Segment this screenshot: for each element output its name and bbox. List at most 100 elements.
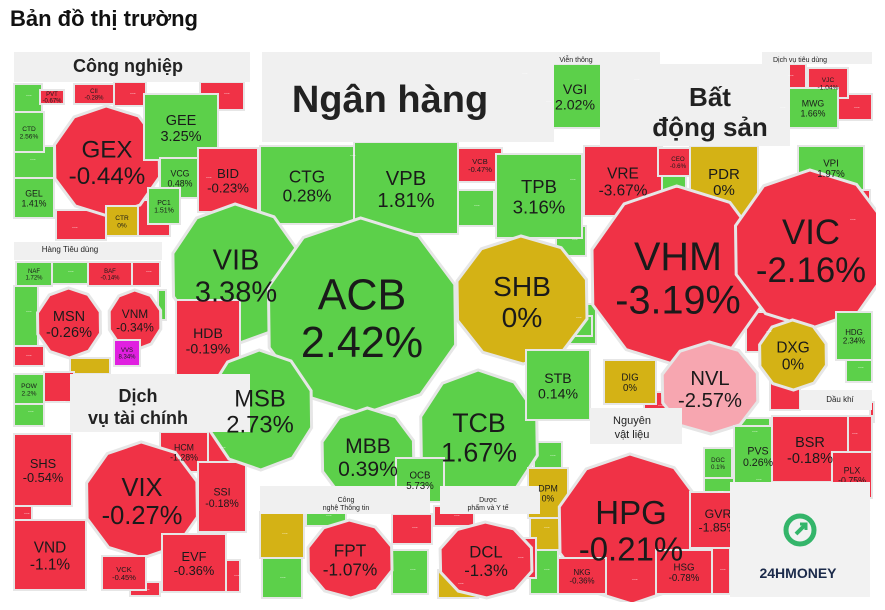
more-indicator[interactable]: ... bbox=[718, 487, 724, 494]
more-indicator[interactable]: ... bbox=[522, 69, 528, 76]
more-indicator[interactable]: ... bbox=[658, 401, 664, 408]
filler-cell[interactable] bbox=[55, 209, 107, 241]
filler-cell[interactable] bbox=[43, 371, 75, 403]
cell-ctd[interactable] bbox=[13, 111, 45, 153]
more-indicator[interactable]: ... bbox=[146, 267, 152, 274]
more-indicator[interactable]: ... bbox=[410, 565, 416, 572]
more-indicator[interactable]: ... bbox=[788, 71, 794, 78]
more-indicator[interactable]: ... bbox=[766, 327, 772, 334]
more-indicator[interactable]: ... bbox=[550, 451, 556, 458]
ticker-label: POW bbox=[21, 383, 38, 390]
more-indicator[interactable]: ... bbox=[28, 407, 34, 414]
cell-hsg[interactable] bbox=[655, 549, 713, 595]
cell-stb[interactable] bbox=[525, 349, 591, 421]
cell-nvl[interactable] bbox=[660, 340, 760, 436]
cell-vpb[interactable] bbox=[353, 141, 459, 235]
more-indicator[interactable]: ... bbox=[570, 175, 576, 182]
more-indicator[interactable]: ... bbox=[30, 155, 36, 162]
cell-bid[interactable] bbox=[197, 147, 259, 213]
more-indicator[interactable]: ... bbox=[576, 313, 582, 320]
cell-gel[interactable] bbox=[13, 177, 55, 219]
more-indicator[interactable]: ... bbox=[326, 511, 332, 518]
cell-ctg[interactable] bbox=[259, 145, 355, 225]
more-indicator[interactable]: ... bbox=[26, 307, 32, 314]
filler-cell[interactable] bbox=[261, 557, 303, 599]
more-indicator[interactable]: ... bbox=[26, 91, 32, 98]
cell-vvs[interactable] bbox=[113, 339, 141, 367]
more-indicator[interactable]: ... bbox=[720, 565, 726, 572]
more-indicator[interactable]: ... bbox=[544, 523, 550, 530]
cell-dgc[interactable] bbox=[703, 447, 733, 479]
more-indicator[interactable]: ... bbox=[224, 89, 230, 96]
more-indicator[interactable]: ... bbox=[544, 565, 550, 572]
cell-vix[interactable] bbox=[85, 440, 199, 560]
filler-cell[interactable] bbox=[457, 189, 495, 227]
more-indicator[interactable]: ... bbox=[282, 529, 288, 536]
more-indicator[interactable]: ... bbox=[854, 103, 860, 110]
cell-naf[interactable] bbox=[15, 261, 53, 287]
cell-tpb[interactable] bbox=[495, 153, 583, 239]
more-indicator[interactable]: ... bbox=[752, 427, 758, 434]
more-indicator[interactable]: ... bbox=[674, 183, 680, 190]
cell-ssi[interactable] bbox=[197, 461, 247, 533]
cell-vcb[interactable] bbox=[457, 147, 503, 183]
filler-cell[interactable] bbox=[129, 261, 161, 287]
more-indicator[interactable]: ... bbox=[458, 579, 464, 586]
change-label: 0.1% bbox=[711, 464, 726, 471]
cell-vnd[interactable] bbox=[13, 519, 87, 591]
filler-cell[interactable] bbox=[13, 285, 39, 347]
cell-dxg[interactable] bbox=[758, 318, 828, 392]
cell-pow[interactable] bbox=[13, 373, 45, 405]
more-indicator[interactable]: ... bbox=[756, 475, 762, 482]
more-indicator[interactable]: ... bbox=[280, 573, 286, 580]
more-indicator[interactable]: ... bbox=[26, 351, 32, 358]
more-indicator[interactable]: ... bbox=[72, 223, 78, 230]
cell-dig[interactable] bbox=[603, 359, 657, 405]
more-indicator[interactable]: ... bbox=[24, 509, 30, 516]
more-indicator[interactable]: ... bbox=[518, 553, 524, 560]
more-indicator[interactable]: ... bbox=[634, 75, 640, 82]
cell-pc1[interactable] bbox=[147, 187, 181, 225]
more-indicator[interactable]: ... bbox=[474, 201, 480, 208]
cell-hdg[interactable] bbox=[835, 311, 873, 361]
cell-nkg[interactable] bbox=[557, 557, 607, 595]
more-indicator[interactable]: ... bbox=[572, 235, 578, 242]
cell-msn[interactable] bbox=[35, 286, 103, 360]
cell-dcl[interactable] bbox=[438, 520, 534, 600]
more-indicator[interactable]: ... bbox=[546, 97, 552, 104]
filler-cell[interactable] bbox=[13, 345, 45, 367]
more-indicator[interactable]: ... bbox=[68, 267, 74, 274]
cell-fpt[interactable] bbox=[306, 518, 394, 600]
cell-acb[interactable] bbox=[266, 216, 458, 416]
more-indicator[interactable]: ... bbox=[412, 523, 418, 530]
cell-ctr[interactable] bbox=[105, 205, 139, 237]
more-indicator[interactable]: ... bbox=[130, 89, 136, 96]
more-indicator[interactable]: ... bbox=[858, 363, 864, 370]
ticker-label: VCK bbox=[116, 565, 131, 574]
cell-vic[interactable] bbox=[733, 168, 877, 330]
cell-vck[interactable] bbox=[101, 555, 147, 591]
more-indicator[interactable]: ... bbox=[36, 217, 42, 224]
filler-cell[interactable] bbox=[113, 81, 147, 107]
more-indicator[interactable]: ... bbox=[632, 575, 638, 582]
group-header-bg bbox=[762, 52, 872, 64]
cell-shs[interactable] bbox=[13, 433, 73, 507]
filler-cell[interactable] bbox=[13, 83, 43, 113]
more-indicator[interactable]: ... bbox=[144, 585, 150, 592]
more-indicator[interactable]: ... bbox=[350, 151, 356, 158]
more-indicator[interactable]: ... bbox=[60, 397, 66, 404]
more-indicator[interactable]: ... bbox=[234, 571, 240, 578]
filler-cell[interactable] bbox=[69, 357, 111, 375]
more-indicator[interactable]: ... bbox=[850, 215, 856, 222]
cell-cii[interactable] bbox=[73, 83, 115, 105]
filler-cell[interactable] bbox=[391, 549, 429, 595]
more-indicator[interactable]: ... bbox=[780, 103, 786, 110]
more-indicator[interactable]: ... bbox=[852, 429, 858, 436]
more-indicator[interactable]: ... bbox=[454, 511, 460, 518]
more-indicator[interactable]: ... bbox=[220, 443, 226, 450]
cell-pvt[interactable] bbox=[39, 89, 65, 105]
cell-evf[interactable] bbox=[161, 533, 227, 593]
cell-baf[interactable] bbox=[87, 261, 133, 287]
more-indicator[interactable]: ... bbox=[206, 173, 212, 180]
